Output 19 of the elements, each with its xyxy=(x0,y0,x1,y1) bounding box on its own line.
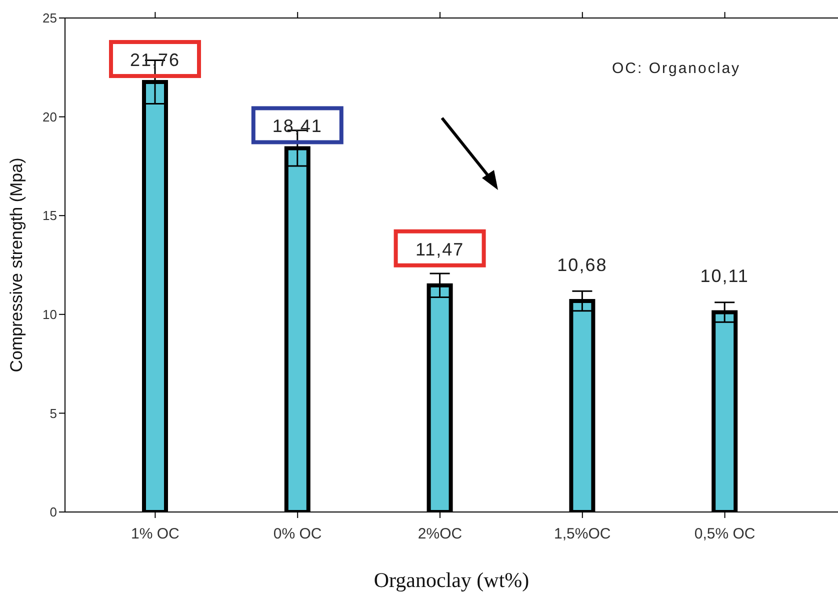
y-tick-label: 15 xyxy=(42,208,57,224)
data-label: 21,76 xyxy=(130,50,180,70)
y-tick-label: 5 xyxy=(50,406,57,421)
x-tick-label: 0% OC xyxy=(273,526,322,543)
x-axis-title: Organoclay (wt%) xyxy=(374,568,530,592)
x-tick-label: 1% OC xyxy=(131,526,180,543)
data-label: 18,41 xyxy=(272,116,322,136)
y-tick-label: 25 xyxy=(42,10,57,26)
annotation: OC: Organoclay xyxy=(612,60,741,77)
data-label: 10,11 xyxy=(700,266,749,286)
x-tick-label: 1,5%OC xyxy=(554,526,611,543)
y-tick-label: 10 xyxy=(42,307,57,322)
y-axis-title: Compressive strength (Mpa) xyxy=(7,158,26,372)
y-tick-label: 0 xyxy=(50,504,57,520)
y-tick-label: 20 xyxy=(42,109,57,124)
x-tick-label: 0,5% OC xyxy=(694,526,756,543)
data-label: 11,47 xyxy=(415,239,464,260)
data-label: 10,68 xyxy=(557,254,608,275)
x-tick-label: 2%OC xyxy=(418,526,462,543)
